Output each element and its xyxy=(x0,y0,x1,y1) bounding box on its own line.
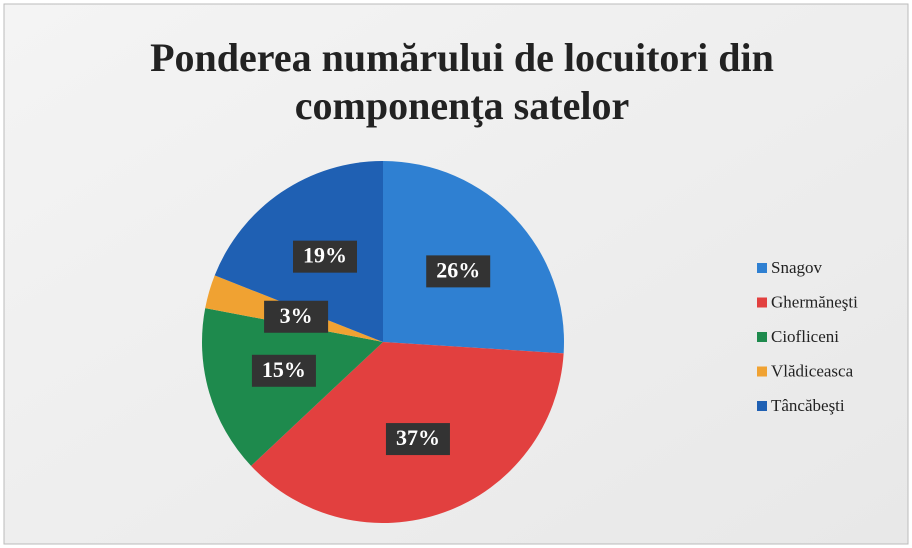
legend-swatch xyxy=(757,366,767,377)
pie-slice xyxy=(201,308,383,466)
data-label: 26% xyxy=(436,257,480,282)
label-box xyxy=(264,300,329,333)
legend-label: Ghermăneşti xyxy=(771,292,858,311)
label-box xyxy=(385,423,450,456)
legend-label: Tâncăbeşti xyxy=(771,396,845,415)
data-label: 19% xyxy=(303,243,347,268)
legend-swatch xyxy=(757,401,767,411)
label-box xyxy=(251,354,316,387)
label-box xyxy=(426,255,491,288)
legend-swatch xyxy=(757,297,767,308)
data-label: 37% xyxy=(396,425,440,450)
legend-swatch xyxy=(757,263,767,273)
label-box xyxy=(293,240,358,273)
legend-swatch xyxy=(757,332,767,342)
pie xyxy=(201,161,564,523)
data-label: 15% xyxy=(262,357,306,382)
chart-title: Ponderea numărului de locuitori din compo… xyxy=(150,35,774,128)
legend-label: Snagov xyxy=(771,258,823,277)
legend-label: Ciofliceni xyxy=(771,327,839,346)
legend-label: Vlădiceasca xyxy=(771,361,854,380)
data-label: 3% xyxy=(280,303,313,328)
